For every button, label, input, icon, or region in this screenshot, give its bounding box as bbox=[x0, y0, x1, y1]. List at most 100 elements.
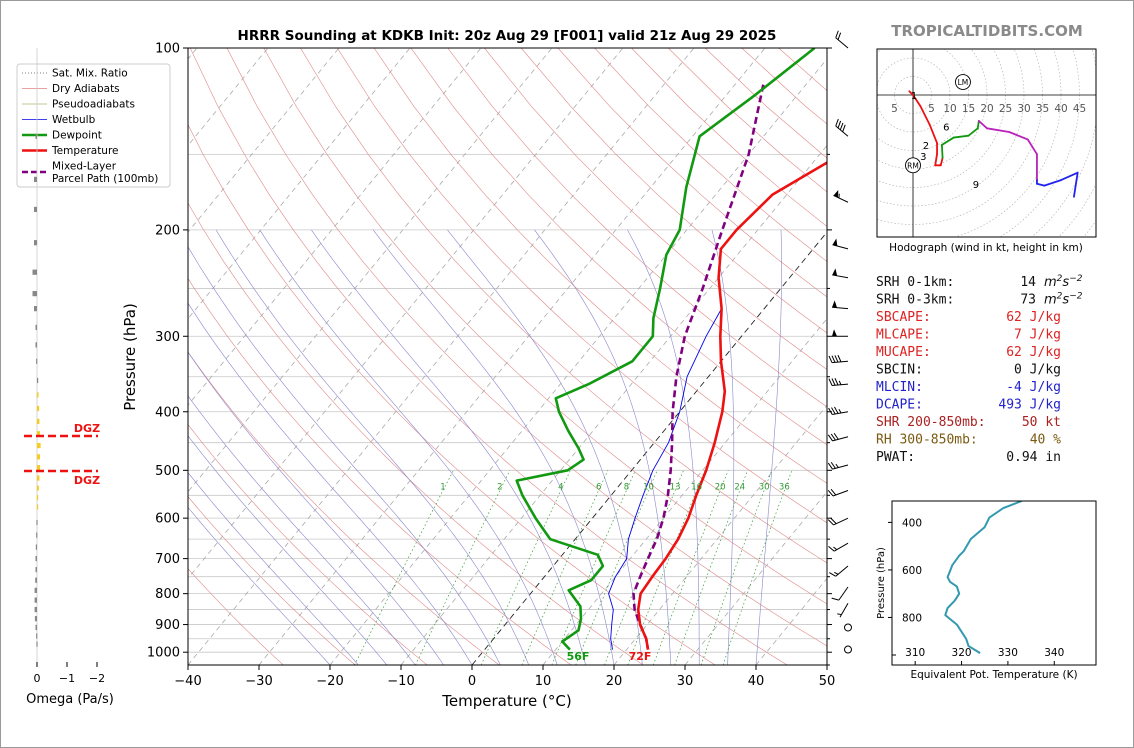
mixing-ratio-line bbox=[480, 470, 571, 665]
barb-full bbox=[828, 545, 835, 552]
barb-staff bbox=[833, 517, 849, 526]
dry-adiabat bbox=[337, 48, 827, 524]
barb-full bbox=[837, 32, 842, 40]
barb-full bbox=[831, 597, 839, 601]
dry-adiabat bbox=[373, 48, 827, 484]
barb-full bbox=[830, 488, 837, 496]
wind-barb bbox=[828, 542, 849, 552]
hodograph-segment bbox=[977, 120, 988, 130]
omega-bar bbox=[34, 606, 37, 613]
omega-bar bbox=[37, 485, 39, 491]
param-label: SBCIN: bbox=[876, 363, 923, 378]
hodograph-ring-label: 10 bbox=[943, 103, 956, 115]
barb-full bbox=[827, 489, 834, 497]
barb-staff bbox=[835, 565, 849, 577]
barb-full bbox=[827, 462, 833, 470]
param-value: 0.94 in bbox=[1006, 450, 1061, 465]
barb-pennant bbox=[833, 189, 839, 198]
omega-bar bbox=[35, 324, 37, 330]
mixing-ratio-line bbox=[700, 470, 773, 665]
pseudoadiabat bbox=[188, 395, 416, 665]
omega-bar bbox=[37, 475, 40, 481]
hodograph-ring-label: 30 bbox=[1017, 103, 1030, 115]
hodograph-height-label: 6 bbox=[943, 122, 949, 133]
barb-staff bbox=[839, 603, 849, 618]
hodograph-segment bbox=[1036, 182, 1046, 187]
omega-bar bbox=[37, 392, 39, 398]
isotherm bbox=[329, 58, 827, 665]
barb-full bbox=[831, 355, 836, 363]
hodograph-frame bbox=[876, 48, 1097, 238]
skewt-xlabel: Temperature (°C) bbox=[441, 692, 571, 710]
theta-e-line bbox=[944, 501, 1023, 654]
hodograph-height-label: 1 bbox=[911, 91, 917, 102]
calm-wind-circle bbox=[844, 645, 852, 654]
isotherm bbox=[188, 48, 553, 493]
storm-motion-marker bbox=[905, 157, 921, 174]
chart-title: HRRR Sounding at KDKB Init: 20z Aug 29 [… bbox=[238, 28, 777, 44]
barb-full bbox=[827, 434, 833, 442]
dry-adiabat bbox=[410, 48, 827, 446]
series-dewpoint-line bbox=[515, 48, 816, 651]
y-tick-label: 400 bbox=[155, 405, 180, 420]
hodograph-segment bbox=[919, 105, 931, 126]
hodograph-plot: 5 5 10 15 20 25 30 35 40 45 1 23 6 9 LM RM Hodograph (… bbox=[876, 48, 1097, 254]
barb-full bbox=[830, 518, 837, 525]
hodograph-segment bbox=[1060, 171, 1079, 182]
hodograph-segment bbox=[1043, 179, 1062, 187]
barb-full bbox=[830, 433, 836, 441]
barb-full bbox=[835, 118, 839, 127]
x-tick-label: 0 bbox=[468, 674, 476, 689]
dry-adiabat bbox=[520, 48, 827, 334]
legend-label-line: Parcel Path (100mb) bbox=[52, 173, 158, 185]
y-tick-label: 200 bbox=[155, 223, 180, 238]
barb-pennant bbox=[832, 329, 837, 337]
barb-half bbox=[838, 380, 842, 385]
barb-full bbox=[833, 432, 839, 440]
pseudoadiabat bbox=[534, 229, 672, 665]
theta-e-series bbox=[944, 501, 1023, 654]
pseudoadiabat bbox=[755, 229, 782, 665]
y-tick-label: 600 bbox=[155, 512, 180, 527]
theta-e-x-tick-label: 320 bbox=[952, 647, 972, 659]
theta-e-y-tick-label: 400 bbox=[902, 517, 922, 529]
x-tick-label: −40 bbox=[174, 674, 201, 689]
mixing-ratio-line bbox=[551, 470, 636, 665]
mixing-ratio-labels: 1 2 4 6 8 10 13 16 20 24 30 36 bbox=[440, 483, 789, 493]
storm-motion-marker bbox=[955, 74, 971, 91]
hodograph-height-label: 2 bbox=[923, 141, 929, 152]
omega-bar bbox=[37, 405, 40, 412]
barb-pennant bbox=[832, 268, 838, 276]
theta-e-y-tick-label: 600 bbox=[902, 565, 922, 577]
theta-e-x-tick-label: 310 bbox=[905, 647, 925, 659]
y-tick-label: 300 bbox=[155, 330, 180, 345]
hodograph-segment bbox=[939, 156, 944, 167]
param-label: PWAT: bbox=[876, 450, 915, 465]
wind-barb bbox=[827, 517, 849, 526]
mixing-ratio-label: 13 bbox=[670, 483, 681, 493]
isotherm bbox=[188, 48, 482, 406]
omega-bar bbox=[35, 342, 37, 348]
wind-barb bbox=[829, 565, 849, 577]
hodograph-segment bbox=[952, 134, 970, 139]
dry-adiabat bbox=[188, 277, 572, 665]
pseudoadiabat bbox=[188, 506, 331, 665]
storm-motion-label: RM bbox=[907, 161, 919, 170]
theta-e-x-tick-label: 340 bbox=[1044, 647, 1064, 659]
isotherm bbox=[188, 48, 624, 580]
mixing-ratio-label: 24 bbox=[734, 483, 745, 493]
mixing-ratio-label: 6 bbox=[596, 483, 601, 493]
x-tick-label: −10 bbox=[387, 674, 414, 689]
param-value: 50 kt bbox=[1022, 415, 1061, 430]
param-unit: m2s−2 bbox=[1044, 274, 1083, 290]
hodograph-ring-label: 45 bbox=[1073, 103, 1086, 115]
barb-full bbox=[842, 124, 846, 132]
omega-bar bbox=[35, 133, 37, 139]
dgz-bottom-label: DGZ bbox=[74, 474, 100, 487]
omega-bar bbox=[34, 206, 37, 213]
wind-barb bbox=[833, 189, 849, 203]
omega-bar bbox=[37, 418, 40, 425]
omega-bar bbox=[36, 519, 38, 526]
hodograph-ring-label: 20 bbox=[980, 103, 993, 115]
